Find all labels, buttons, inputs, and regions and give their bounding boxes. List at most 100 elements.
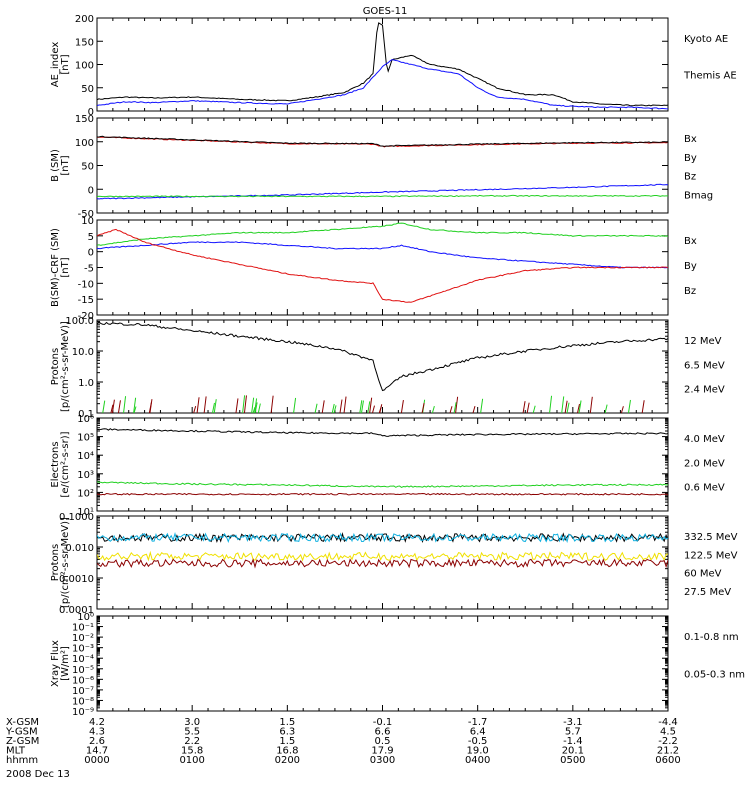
flux-spike [270,395,274,414]
flux-spike [421,402,425,414]
row-value: 16.8 [276,746,298,757]
legend-2-4-mev: 2.4 MeV [684,385,725,396]
figure-title: GOES-11 [363,6,408,17]
legend-by: By [684,153,697,164]
row-value: 4.3 [89,727,105,738]
row-label-mlt: MLT [6,746,26,757]
row-value: 19.0 [467,746,489,757]
legend-0-6-mev: 0.6 MeV [684,483,725,494]
flux-spike [251,397,255,414]
legend-bz: Bz [684,286,696,297]
y-tick-label: -20 [78,311,94,322]
legend-12-mev: 12 MeV [684,336,722,347]
y-tick-label: 10⁰ [77,612,94,623]
date-label: 2008 Dec 13 [6,769,70,780]
y-tick-label: 10³ [77,470,94,481]
flux-spike [641,400,645,414]
row-value: 14.7 [86,746,108,757]
y-tick-label: 10⁻² [72,633,94,644]
y-axis-label: [nT] [60,54,71,74]
y-tick-label: 10.0 [72,347,94,358]
y-tick-label: 100 [75,61,94,72]
row-value: 1.5 [279,736,295,747]
row-value: 17.9 [371,746,393,757]
flux-spike [359,400,363,414]
y-tick-label: 0.0010 [59,574,94,585]
y-tick-label: 0 [88,185,94,196]
panel-frame [96,615,669,712]
legend-27-5-mev: 27.5 MeV [684,587,731,598]
panel-5: 10¹ 10² 10³ 10⁴ 10⁵ 10⁶ Electrons [e/(cm²-s-sr)… [50,414,725,518]
row-value: 15.8 [181,746,203,757]
y-tick-label: 50 [81,162,94,173]
row-value: 0600 [655,755,680,766]
flux-spike [196,397,200,414]
y-tick-label: 10⁻⁶ [72,675,94,686]
row-value: 0100 [179,755,204,766]
row-value: -0.5 [468,736,488,747]
row-value: 0.5 [375,736,391,747]
legend-2-0-mev: 2.0 MeV [684,458,725,469]
legend-themis-ae: Themis AE [683,71,737,82]
flux-spike [589,396,593,414]
y-axis-label: Protons [50,348,61,385]
panel-3: -20 -15 -10 -5 0 5 10 B(SM)-CRF (SM) [nT] Bx By Bz [50,216,697,322]
legend-60-mev: 60 MeV [684,569,722,580]
flux-spike [532,405,536,414]
legend-bmag: Bmag [684,190,713,201]
legend-6-5-mev: 6.5 MeV [684,360,725,371]
legend-4-0-mev: 4.0 MeV [684,434,725,445]
y-tick-label: 10⁴ [77,451,94,462]
flux-spike [242,395,246,414]
flux-spike [293,397,297,414]
flux-spike [148,402,152,414]
y-axis-label: B(SM)-CRF (SM) [50,228,61,307]
panel-frame [96,417,669,512]
row-label-y-gsm: Y-GSM [5,727,38,738]
y-axis-label: [p/(cm²-s-sr-MeV)] [60,321,71,412]
row-value: 0300 [370,755,395,766]
series-bmag [97,135,668,147]
y-tick-label: 10⁻⁷ [72,686,94,697]
flux-spike [193,405,197,414]
flux-spike [367,401,371,414]
legend-0-1-0-8-nm: 0.1-0.8 nm [684,632,739,643]
flux-spike [254,398,258,414]
y-tick-label: 1.0 [78,378,94,389]
panel-frame [96,117,669,214]
flux-spike [102,400,106,414]
row-value: 2.6 [89,736,105,747]
y-tick-label: 0.1000 [59,512,94,523]
row-label-z-gsm: Z-GSM [6,736,39,747]
y-tick-label: 10⁻⁴ [72,654,94,665]
flux-spike [549,395,553,414]
flux-spike [314,403,318,414]
flux-spike [257,403,261,414]
y-tick-label: 10⁵ [77,433,94,444]
series-themis-ae [97,22,668,107]
y-tick-label: 10⁻⁸ [72,696,94,707]
row-label-hhmm: hhmm [6,755,38,766]
flux-spike [526,402,530,414]
flux-spike [578,400,582,414]
series-332-5-mev [97,558,668,569]
row-value: 4.2 [89,717,105,728]
row-value: -2.2 [658,736,678,747]
flux-spike [564,400,568,414]
panel-4: 0.1 1.0 10.0 100.0 Protons [p/(cm²-s-sr-MeV)]… [50,316,725,420]
flux-spike [133,406,137,414]
row-value: -1.7 [468,717,488,728]
row-value: -3.1 [563,717,583,728]
y-tick-label: 10 [81,216,94,227]
y-tick-label: 150 [75,114,94,125]
y-tick-label: 200 [75,14,94,25]
row-value: -4.4 [658,717,678,728]
legend-bx: Bx [684,134,697,145]
row-value: 1.5 [279,717,295,728]
series-4-0-mev [97,492,668,496]
legend-bx: Bx [684,236,697,247]
flux-spike [627,399,631,414]
row-value: 3.0 [184,717,200,728]
row-value: -1.4 [563,736,583,747]
flux-spike [235,398,239,414]
